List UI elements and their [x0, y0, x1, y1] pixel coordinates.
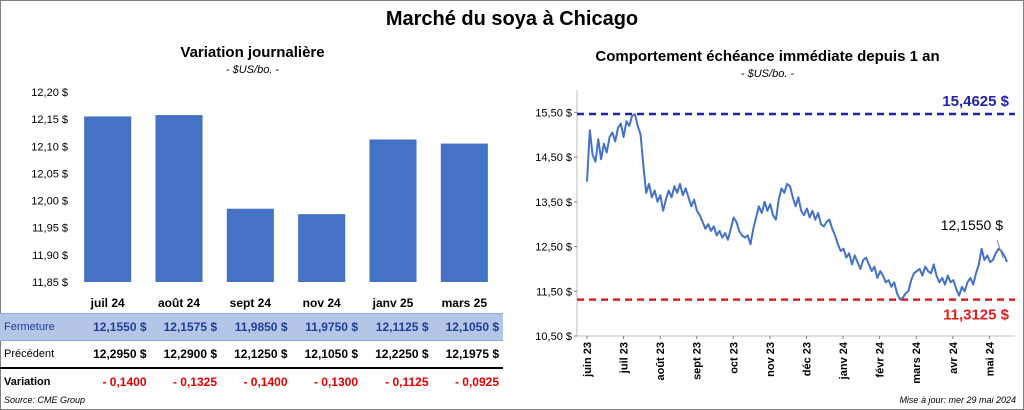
table-cell: 12,2900 $	[150, 340, 221, 369]
bar	[84, 116, 132, 282]
bar-chart: 12,20 $ 12,15 $ 12,10 $ 12,05 $ 12,00 $ 11,95…	[31, 87, 488, 310]
main-title: Marché du soya à Chicago	[385, 8, 639, 30]
line-chart: 15,50 $ 14,50 $ 13,50 $ 12,50 $ 11,50 $ 10,50…	[535, 90, 1015, 384]
y-tick-label: 13,50 $	[535, 197, 572, 209]
y-tick-label: 11,90 $	[32, 250, 68, 262]
bar-chart-title: Variation journalière	[180, 44, 325, 61]
bar	[440, 143, 488, 282]
x-tick-label: oct 23	[728, 342, 740, 374]
y-tick-label: 12,50 $	[535, 242, 572, 254]
min-value-label: 11,3125 $	[943, 307, 1010, 324]
row-label: Précédent	[0, 340, 80, 369]
table-cell: 12,2250 $	[362, 340, 433, 369]
table-cell: 11,9850 $	[221, 313, 292, 341]
table-cell: - 0,1300	[313, 375, 358, 389]
table-cell: 12,1250 $	[221, 340, 292, 369]
x-tick-label: août 23	[655, 342, 667, 381]
bar	[369, 139, 417, 282]
x-category-label: juil 24	[90, 296, 125, 310]
last-value-label: 12,1550 $	[941, 217, 1003, 233]
precedent-row: Précédent 12,2950 $12,2900 $12,1250 $12,1…	[0, 340, 503, 369]
line-chart-subtitle: - $US/bo. -	[740, 68, 795, 80]
y-tick-label: 11,50 $	[536, 286, 572, 298]
table-cell: - 0,1325	[172, 375, 217, 389]
x-tick-label: mars 24	[911, 341, 923, 383]
max-value-label: 15,4625 $	[942, 93, 1009, 110]
price-table: Fermeture 12,1550 $12,1575 $11,9850 $11,9…	[0, 313, 503, 395]
row-label: Variation	[4, 376, 51, 388]
x-category-label: mars 25	[442, 296, 488, 310]
fermeture-row: Fermeture 12,1550 $12,1575 $11,9850 $11,9…	[0, 313, 503, 341]
x-tick-label: sept 23	[692, 342, 704, 380]
x-tick-label: févr 24	[875, 341, 887, 377]
x-tick-label: juin 23	[582, 342, 594, 378]
row-label: Fermeture	[0, 313, 80, 341]
x-category-label: nov 24	[303, 296, 341, 310]
x-tick-label: janv 24	[838, 341, 850, 380]
bar	[226, 208, 274, 282]
y-tick-label: 11,95 $	[32, 223, 68, 235]
table-cell: 12,1575 $	[150, 313, 221, 341]
y-tick-label: 12,05 $	[31, 168, 68, 180]
x-category-label: sept 24	[230, 296, 272, 310]
y-tick-label: 12,15 $	[31, 114, 68, 126]
x-tick-label: nov 23	[765, 342, 777, 377]
table-cell: 12,1550 $	[80, 313, 151, 341]
y-tick-label: 10,50 $	[535, 331, 572, 343]
table-cell: - 0,0925	[454, 375, 499, 389]
y-tick-label: 12,00 $	[31, 196, 68, 208]
y-tick-label: 15,50 $	[535, 107, 572, 119]
x-tick-label: mai 24	[984, 341, 996, 376]
table-cell: 12,2950 $	[80, 340, 151, 369]
table-cell: 12,1050 $	[432, 313, 503, 341]
y-tick-label: 14,50 $	[535, 152, 572, 164]
table-cell: - 0,1400	[102, 375, 147, 389]
price-line	[586, 113, 1008, 301]
table-cell: 12,1125 $	[362, 313, 433, 341]
table-cell: 12,1975 $	[432, 340, 503, 369]
bar	[155, 115, 203, 282]
bar	[298, 214, 346, 282]
x-tick-label: déc 23	[801, 342, 813, 376]
table-cell: 11,9750 $	[291, 313, 362, 341]
y-tick-label: 12,20 $	[31, 87, 68, 99]
x-tick-label: avr 24	[948, 341, 960, 374]
table-cell: 12,1050 $	[291, 340, 362, 369]
variation-row: Variation - 0,1400 - 0,1325 - 0,1400 - 0,130…	[0, 368, 503, 395]
y-tick-label: 11,85 $	[32, 277, 68, 289]
table-cell: - 0,1125	[385, 375, 429, 389]
table-cell: - 0,1400	[243, 375, 288, 389]
x-tick-label: juil 23	[619, 342, 631, 374]
last-value-leader	[996, 239, 1004, 259]
x-category-label: janv 25	[372, 296, 414, 310]
source-note: Source: CME Group	[4, 395, 86, 405]
line-chart-title: Comportement échéance immédiate depuis 1…	[595, 48, 940, 65]
bar-chart-subtitle: - $US/bo. -	[225, 64, 280, 76]
y-tick-label: 12,10 $	[31, 141, 68, 153]
update-note: Mise à jour: mer 29 mai 2024	[899, 395, 1016, 405]
x-category-label: août 24	[158, 296, 200, 310]
